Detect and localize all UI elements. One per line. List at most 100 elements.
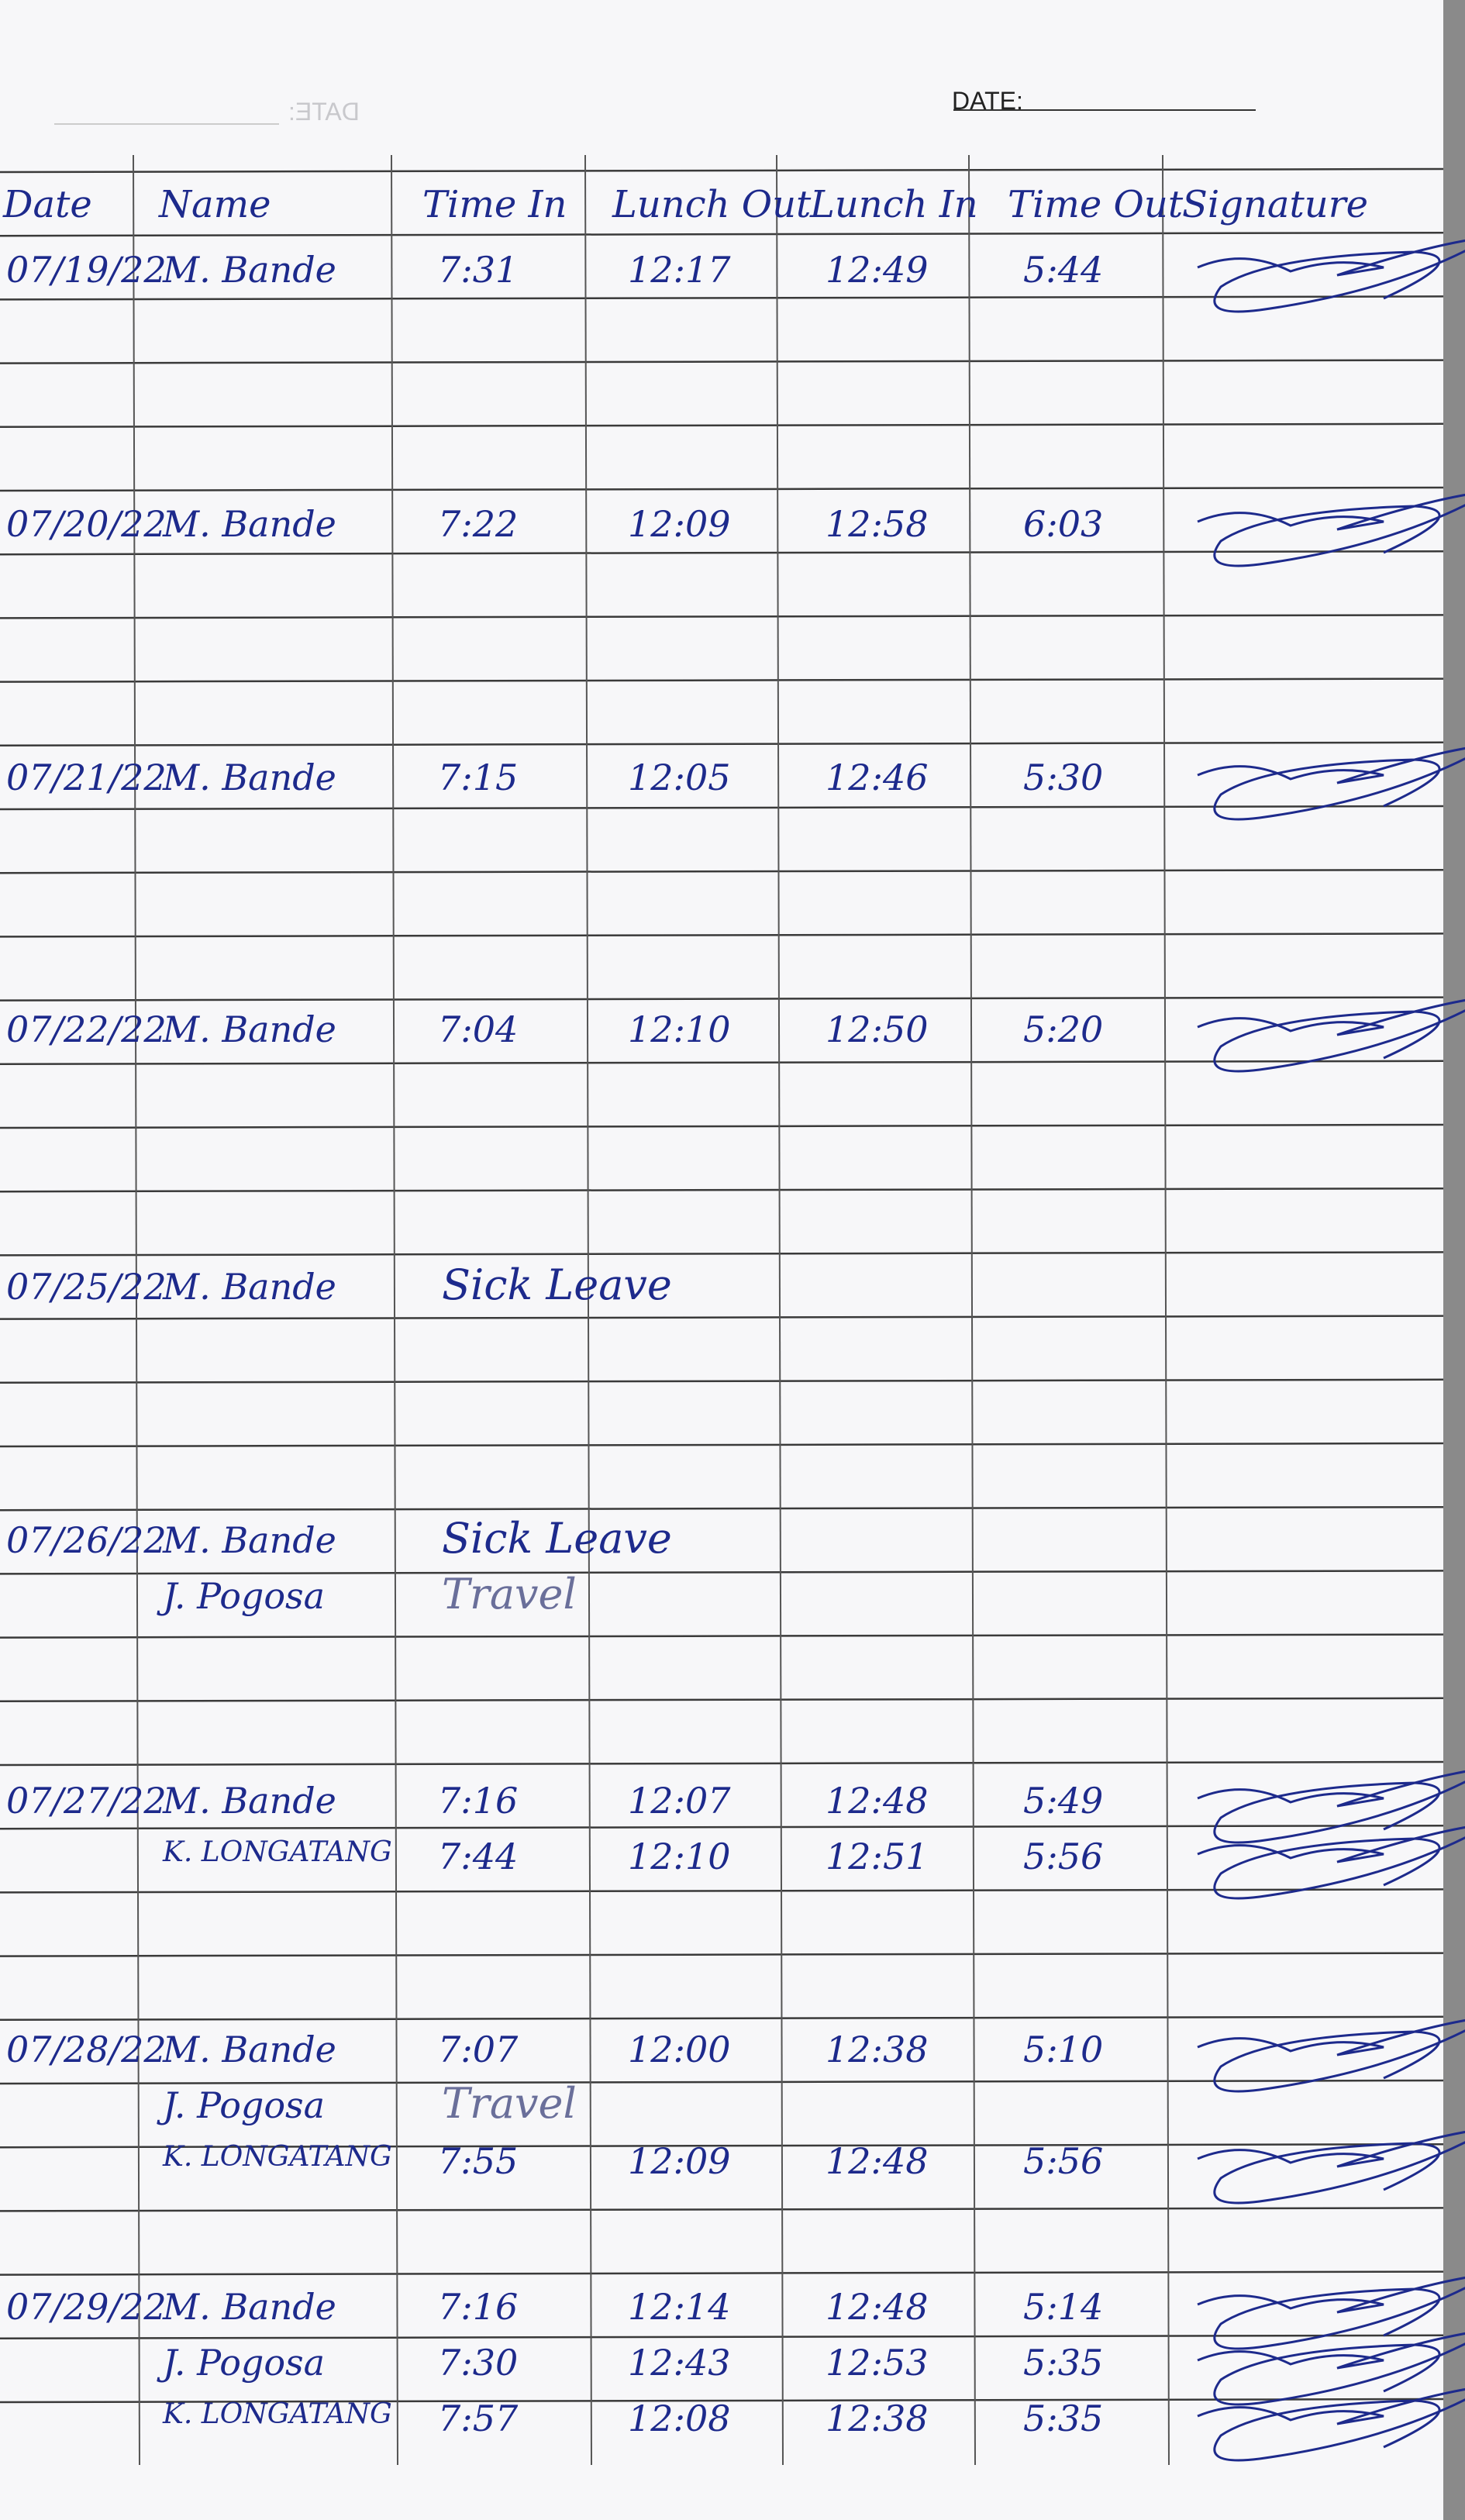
signature <box>1197 493 1465 567</box>
column-header: Date <box>3 183 92 226</box>
rule-line <box>0 1760 1444 1767</box>
time-in-cell: 7:15 <box>438 757 519 798</box>
time-in-cell: 7:57 <box>438 2398 519 2439</box>
time-out-cell: 5:35 <box>1023 2398 1104 2439</box>
rule-line <box>0 2270 1444 2276</box>
signature <box>1197 2387 1465 2462</box>
rule-line <box>0 1697 1444 1703</box>
rule-line <box>0 1060 1444 1066</box>
rule-line <box>0 422 1444 429</box>
time-out-cell: 5:35 <box>1023 2342 1104 2384</box>
rule-line <box>0 2143 1444 2149</box>
time-in-cell: 7:16 <box>438 1780 519 1822</box>
name-cell: K. LONGATANG <box>163 2141 392 2173</box>
name-cell: J. Pogosa <box>163 2342 326 2384</box>
lunch-in-cell: 12:48 <box>826 2286 929 2328</box>
lunch-out-cell: 12:09 <box>628 503 731 545</box>
rule-line <box>584 154 592 2466</box>
rule-line <box>0 2015 1444 2022</box>
name-cell: M. Bande <box>163 1008 336 1050</box>
signature <box>1197 746 1465 821</box>
rule-line <box>776 154 784 2466</box>
lunch-out-cell: 12:17 <box>628 249 731 291</box>
column-header: Time In <box>422 183 567 226</box>
time-out-cell: 5:14 <box>1023 2286 1104 2328</box>
time-out-cell: 6:03 <box>1023 503 1104 545</box>
date-cell: 07/20/22 <box>6 503 167 545</box>
signature <box>1197 2130 1465 2205</box>
lunch-out-cell: 12:09 <box>628 2140 731 2182</box>
time-out-cell: 5:49 <box>1023 1780 1104 1822</box>
lunch-in-cell: 12:58 <box>826 503 929 545</box>
name-cell: M. Bande <box>163 2029 336 2070</box>
rule-line <box>0 1442 1444 1448</box>
name-cell: K. LONGATANG <box>163 2398 392 2430</box>
rule-line <box>0 1952 1444 1957</box>
signature <box>1197 1825 1465 1900</box>
date-cell: 07/26/22 <box>6 1519 167 1561</box>
rule-line <box>0 1505 1444 1512</box>
date-cell: 07/29/22 <box>6 2286 167 2328</box>
signature <box>1197 239 1465 313</box>
lunch-out-cell: 12:08 <box>628 2398 731 2439</box>
signature <box>1197 2018 1465 2093</box>
name-cell: M. Bande <box>163 2286 336 2328</box>
note-cell: Travel <box>442 1570 577 1619</box>
lunch-out-cell: 12:05 <box>628 757 731 798</box>
lunch-in-cell: 12:48 <box>826 2140 929 2182</box>
lunch-in-cell: 12:51 <box>826 1836 929 1877</box>
name-cell: M. Bande <box>163 1519 336 1561</box>
date-label: DATE: <box>952 87 1023 115</box>
signature <box>1197 1770 1465 1844</box>
date-cell: 07/25/22 <box>6 1266 167 1308</box>
rule-line <box>0 677 1444 683</box>
rule-line <box>0 2334 1444 2340</box>
signature <box>1197 2332 1465 2406</box>
time-in-cell: 7:55 <box>438 2140 519 2182</box>
rule-line <box>0 1251 1444 1257</box>
rule-line <box>1162 154 1170 2466</box>
note-cell: Sick Leave <box>442 1514 672 1563</box>
rule-line <box>0 1633 1444 1639</box>
lunch-out-cell: 12:10 <box>628 1836 731 1877</box>
name-cell: M. Bande <box>163 249 336 291</box>
lunch-in-cell: 12:46 <box>826 757 929 798</box>
date-cell: 07/28/22 <box>6 2029 167 2070</box>
column-header: Time Out <box>1008 183 1184 226</box>
time-out-cell: 5:20 <box>1023 1008 1104 1050</box>
lunch-out-cell: 12:07 <box>628 1780 731 1822</box>
column-header: Name <box>159 183 271 226</box>
rule-line <box>0 2079 1444 2085</box>
time-in-cell: 7:16 <box>438 2286 519 2328</box>
time-in-cell: 7:44 <box>438 1836 519 1877</box>
rule-line <box>0 868 1444 874</box>
rule-line <box>0 359 1444 364</box>
signature <box>1197 2276 1465 2350</box>
rule-line <box>0 295 1444 301</box>
lunch-in-cell: 12:49 <box>826 249 929 291</box>
lunch-in-cell: 12:38 <box>826 2029 929 2070</box>
rule-line <box>0 1315 1444 1320</box>
lunch-in-cell: 12:53 <box>826 2342 929 2384</box>
signature <box>1197 998 1465 1073</box>
column-header: Lunch Out <box>612 183 812 226</box>
time-out-cell: 5:10 <box>1023 2029 1104 2070</box>
rule-line <box>0 614 1444 619</box>
lunch-out-cell: 12:00 <box>628 2029 731 2070</box>
lunch-out-cell: 12:43 <box>628 2342 731 2384</box>
bleed-label: DATE: <box>288 98 360 126</box>
time-in-cell: 7:07 <box>438 2029 519 2070</box>
name-cell: M. Bande <box>163 757 336 798</box>
time-in-cell: 7:30 <box>438 2342 519 2384</box>
rule-line <box>0 996 1444 1001</box>
rule-line <box>0 2207 1444 2212</box>
rule-line <box>0 741 1444 747</box>
rule-line <box>0 486 1444 492</box>
note-cell: Travel <box>442 2079 577 2128</box>
time-out-cell: 5:56 <box>1023 2140 1104 2182</box>
time-in-cell: 7:04 <box>438 1008 519 1050</box>
rule-line <box>0 550 1444 556</box>
